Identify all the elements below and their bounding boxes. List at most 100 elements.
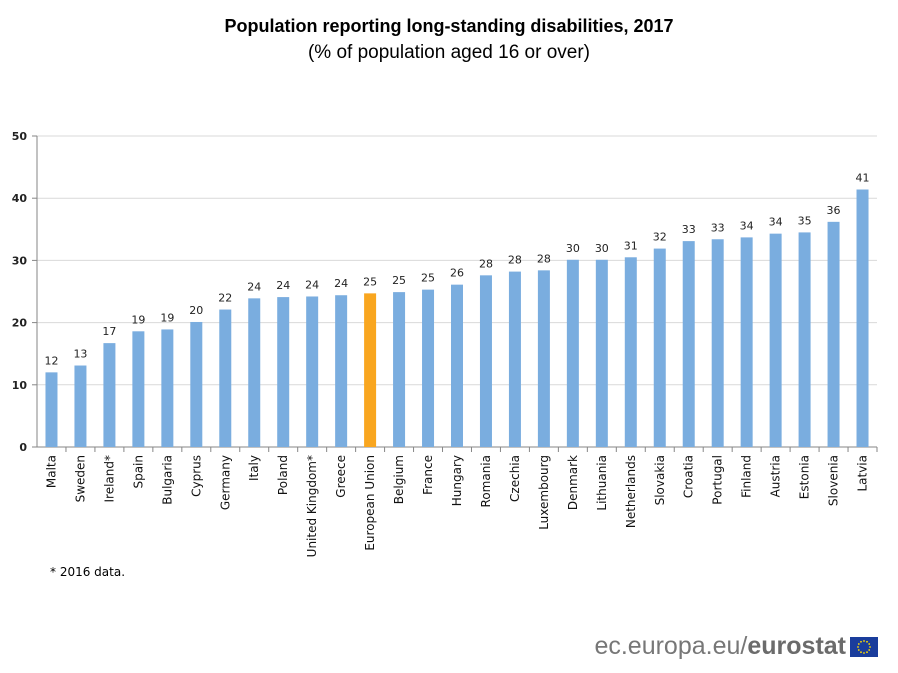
x-tick-label: Slovenia [827,455,841,506]
flag-star [860,650,862,653]
flag-star [857,642,860,645]
x-tick-label: Luxembourg [537,455,551,530]
bar [508,271,521,447]
bar [682,241,695,447]
flag-star [866,650,868,653]
x-tick-label: European Union [363,455,377,551]
flag-star [863,639,865,642]
data-label: 28 [479,257,493,270]
x-tick-label: Lithuania [595,455,609,511]
x-tick-label: Netherlands [624,455,638,528]
data-label: 19 [131,313,145,326]
x-tick-label: Slovakia [653,455,667,505]
bar [856,189,869,447]
bar [74,365,87,447]
bar [769,233,782,447]
data-label: 34 [769,216,783,229]
bar [103,343,116,447]
x-tick-label: Estonia [798,455,812,499]
eu-flag-icon [850,636,878,657]
bar [422,289,435,447]
bar [161,329,174,447]
data-label: 13 [73,348,87,361]
bar [827,221,840,447]
data-label: 17 [102,325,116,338]
y-tick-label: 30 [12,254,28,267]
data-label: 28 [508,254,522,267]
bar [335,295,348,447]
data-label: 33 [682,223,696,236]
x-tick-label: Austria [769,455,783,497]
data-label: 22 [218,292,232,305]
bar [711,239,724,447]
x-tick-label: Belgium [392,455,406,504]
x-tick-label: Portugal [711,455,725,505]
data-label: 19 [160,311,174,324]
x-tick-label: Bulgaria [160,455,174,505]
bar [306,296,319,447]
data-label: 24 [334,277,348,290]
x-tick-label: Sweden [73,455,87,502]
bar [537,270,550,447]
data-label: 36 [827,204,841,217]
x-tick-label: Hungary [450,455,464,506]
flag-star [869,645,871,648]
logo-brand: eurostat [747,632,846,660]
bar [132,331,145,447]
footnote: * 2016 data. [50,565,126,579]
y-tick-label: 20 [12,317,28,330]
data-label: 30 [566,242,580,255]
bar [740,237,753,447]
bar [595,259,608,447]
flag-star [868,648,871,651]
x-tick-label: Finland [740,455,754,498]
chart-subtitle: (% of population aged 16 or over) [307,42,590,63]
flag-star [866,640,868,643]
x-tick-label: Cyprus [189,455,203,497]
data-label: 31 [624,239,638,252]
bar [393,292,406,447]
data-label: 32 [653,231,667,244]
x-tick-label: Ireland* [102,455,116,503]
data-label: 24 [247,280,261,293]
data-label: 35 [798,214,812,227]
x-tick-label: Denmark [566,455,580,510]
data-label: 25 [363,275,377,288]
y-tick-label: 40 [12,192,28,205]
bar [277,297,290,447]
bar [219,309,232,447]
x-tick-label: United Kingdom* [305,455,319,557]
x-tick-label: Romania [479,455,493,507]
bar [248,298,261,447]
y-tick-label: 10 [12,379,28,392]
y-tick-label: 0 [19,441,27,454]
x-tick-label: Croatia [682,455,696,498]
x-tick-label: Malta [44,455,58,488]
bar [653,248,666,447]
data-label: 30 [595,242,609,255]
chart-title: Population reporting long-standing disab… [224,16,674,36]
logo-prefix: ec.europa.eu/ [594,632,748,660]
bar-chart: 0 10 20 30 40 50 12 Malta 13 Sweden 17 Ireland* 19 Sp… [12,130,878,557]
data-label: 25 [421,272,435,285]
bar [364,293,377,447]
bar [45,372,58,447]
x-tick-label: Italy [247,455,261,481]
data-label: 41 [856,171,870,184]
flag-star [860,640,862,643]
x-tick-label: Greece [334,455,348,498]
y-tick-label: 50 [12,130,28,143]
data-label: 24 [305,278,319,291]
data-label: 20 [189,304,203,317]
x-tick-label: Czechia [508,455,522,502]
flag-star [868,642,871,645]
data-label: 33 [711,221,725,234]
x-tick-label: Latvia [856,455,870,492]
bar [190,321,203,447]
data-label: 28 [537,252,551,265]
x-tick-label: France [421,455,435,495]
data-label: 24 [276,279,290,292]
x-tick-label: Poland [276,455,290,495]
flag-star [863,651,865,654]
